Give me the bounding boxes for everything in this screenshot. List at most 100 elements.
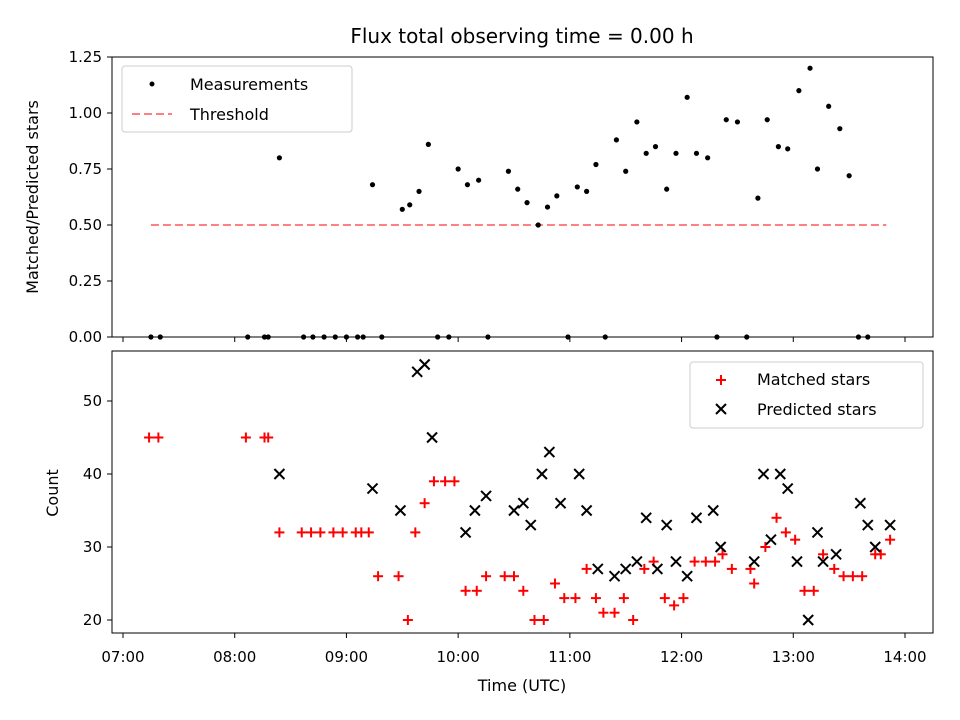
matched-point (363, 527, 374, 538)
predicted-point (620, 563, 632, 575)
matched-point (559, 593, 570, 604)
top-y-tick-label: 0.25 (69, 272, 102, 290)
matched-point (153, 432, 164, 443)
matched-point (263, 432, 274, 443)
predicted-point (554, 497, 567, 509)
predicted-point (757, 468, 770, 480)
legend-matched-label: Matched stars (757, 370, 870, 389)
matched-point (529, 615, 540, 625)
measurement-point (574, 184, 580, 190)
matched-point (240, 432, 251, 443)
matched-point (700, 556, 711, 567)
top-plot-area (148, 65, 887, 340)
predicted-point (748, 555, 760, 568)
predicted-point (640, 512, 652, 524)
matched-point (799, 585, 810, 596)
matched-point (315, 527, 326, 538)
matched-point (838, 571, 849, 582)
predicted-point (580, 504, 593, 517)
matched-point (717, 549, 728, 560)
matched-point (659, 593, 670, 604)
x-tick-label: 11:00 (548, 648, 591, 666)
matched-point (726, 563, 737, 574)
legend-measurements-label: Measurements (190, 75, 308, 94)
x-tick-label: 12:00 (660, 648, 703, 666)
bottom-y-axis-label: Count (43, 469, 62, 517)
predicted-point (707, 504, 719, 517)
measurement-point (693, 150, 700, 156)
measurement-point (524, 200, 530, 206)
bottom-axes-layer: 20 30 40 50 07:00 08:00 09:00 10:00 11:00 12:00 13… (83, 392, 927, 666)
x-tick-label: 09:00 (325, 648, 368, 666)
top-legend: Measurements Threshold (121, 65, 353, 133)
matched-point (598, 607, 609, 618)
measurement-point (399, 206, 405, 212)
measurement-point (535, 222, 541, 228)
bottom-y-tick-label: 20 (83, 611, 102, 629)
x-tick-label: 07:00 (101, 648, 144, 666)
matched-point (570, 593, 581, 604)
predicted-point (869, 541, 881, 553)
measurement-point (755, 195, 761, 201)
measurement-point (734, 119, 741, 125)
predicted-point (273, 468, 286, 480)
predicted-point (670, 555, 682, 568)
matched-point (749, 578, 760, 589)
predicted-point (469, 504, 481, 517)
matched-point (669, 600, 680, 611)
measurement-point (837, 126, 843, 132)
matched-point (393, 571, 404, 582)
measurement-point (276, 155, 282, 161)
predicted-point (681, 570, 693, 582)
measurement-point (544, 204, 551, 210)
matched-point (481, 571, 492, 582)
measurement-point (455, 166, 461, 172)
predicted-point (573, 468, 585, 480)
measurement-point (664, 186, 670, 192)
measurement-point (796, 88, 802, 94)
legend-threshold-label: Threshold (189, 105, 269, 124)
matched-point (306, 527, 317, 538)
predicted-point (536, 468, 548, 480)
matched-point (689, 556, 700, 567)
measurement-point (846, 173, 852, 179)
matched-point (875, 549, 886, 560)
legend-matched-marker (716, 375, 726, 385)
predicted-point (543, 446, 556, 458)
bottom-y-tick-label: 30 (83, 538, 102, 556)
bottom-legend-box (689, 361, 924, 429)
measurement-point (505, 168, 512, 174)
measurement-point (764, 117, 770, 123)
matched-point (499, 571, 510, 582)
x-tick-label: 13:00 (772, 648, 815, 666)
matched-point (829, 563, 840, 574)
predicted-point (651, 563, 664, 575)
measurement-point (652, 144, 659, 150)
measurement-point (785, 146, 791, 152)
matched-point (402, 615, 413, 625)
predicted-point (508, 504, 520, 517)
matched-point (780, 527, 791, 538)
measurement-point (369, 182, 376, 188)
predicted-point (854, 497, 867, 509)
matched-point (618, 593, 629, 604)
matched-point (857, 571, 868, 582)
measurement-point (554, 193, 560, 199)
matched-point (590, 593, 601, 604)
matched-point (328, 527, 339, 538)
measurement-point (814, 166, 821, 172)
matched-point (639, 563, 650, 574)
measurement-point (775, 144, 781, 150)
matched-point (808, 585, 819, 596)
legend-predicted-label: Predicted stars (757, 400, 877, 419)
measurement-point (723, 117, 729, 123)
matched-point (818, 549, 829, 560)
bottom-y-tick-label: 40 (83, 465, 102, 483)
matched-point (410, 527, 421, 538)
matched-point (628, 615, 639, 625)
matched-point (549, 578, 560, 589)
top-y-tick-label: 1.25 (69, 48, 102, 66)
predicted-point (690, 512, 703, 524)
measurement-point (515, 186, 521, 192)
predicted-point (765, 533, 777, 546)
